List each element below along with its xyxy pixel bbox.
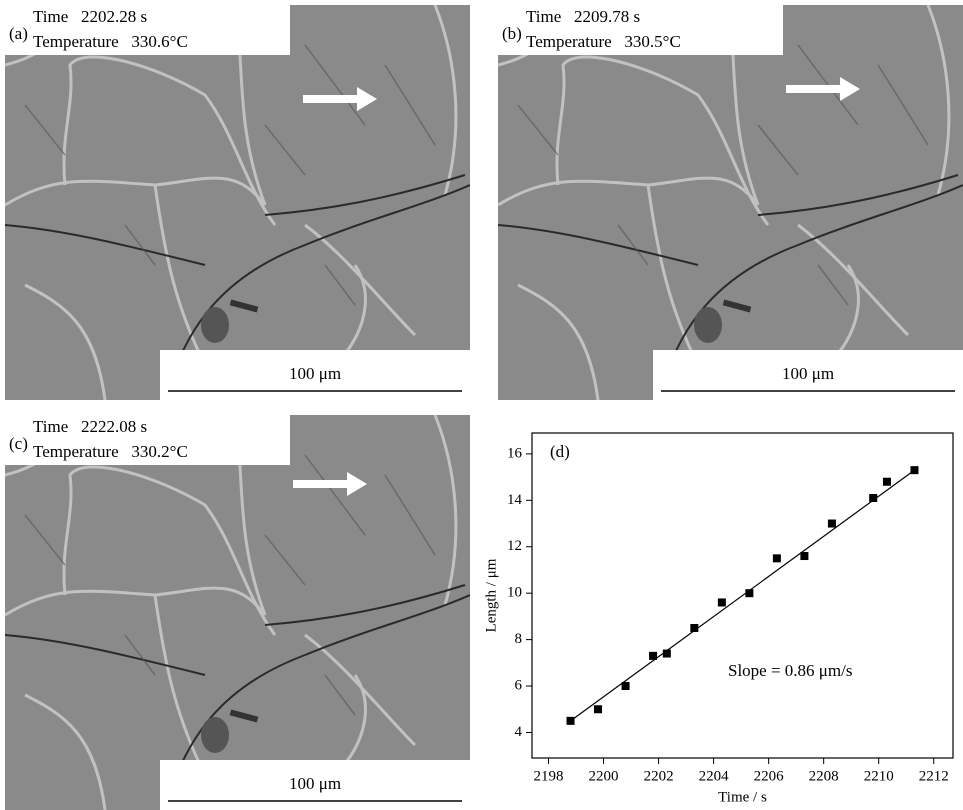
panel-label: (b) [502,24,522,43]
data-point [649,652,657,660]
data-point [828,520,836,528]
data-point [745,589,753,597]
x-tick-label: 2210 [864,768,894,784]
x-tick-label: 2204 [699,768,730,784]
data-point [800,552,808,560]
data-point [869,494,877,502]
x-tick-label: 2206 [754,768,785,784]
scale-label: 100 μm [289,774,341,793]
scale-label: 100 μm [782,364,834,383]
micrograph [498,5,963,400]
x-tick-label: 2202 [644,768,674,784]
micrograph-panel: (b)Time 2209.78 s Temperature 330.5°C 100 … [498,5,963,400]
time-label: Time 2202.28 s [33,7,147,26]
y-tick-label: 6 [515,677,523,693]
panel-label: (a) [9,24,28,43]
scale-label: 100 μm [289,364,341,383]
y-tick-label: 12 [507,538,522,554]
y-tick-label: 8 [515,631,523,647]
x-tick-label: 2200 [589,768,619,784]
data-point [883,478,891,486]
data-point [718,598,726,606]
data-point [910,466,918,474]
y-axis-label: Length / μm [483,558,499,632]
temperature-label: Temperature 330.2°C [33,442,188,461]
y-tick-label: 14 [507,492,523,508]
annotation: Slope = 0.86 μm/s [728,661,853,680]
micrograph [5,5,470,400]
y-tick-label: 4 [515,724,523,740]
y-tick-label: 16 [507,445,523,461]
panel-label: (c) [9,434,28,453]
x-tick-label: 2208 [809,768,839,784]
figure: (a) Time 2202.28 s Temperature 330.6°C 100 … [0,0,963,810]
time-label: Time 2222.08 s [33,417,147,436]
temperature-label: Temperature 330.6°C [33,32,188,51]
data-point [622,682,630,690]
data-point [690,624,698,632]
data-point [663,650,671,658]
data-point [594,705,602,713]
x-tick-label: 2198 [534,768,564,784]
panel-label: (d) [550,442,570,461]
data-point [567,717,575,725]
time-label: Time 2209.78 s [526,7,640,26]
x-axis-label: Time / s [718,789,767,805]
x-tick-label: 2212 [919,768,949,784]
y-tick-label: 10 [507,585,522,601]
micrograph-panel: (c) Time 2222.08 s Temperature 330.2°C 100 … [5,415,470,810]
data-point [773,554,781,562]
micrograph-panel: (a) Time 2202.28 s Temperature 330.6°C 100 … [5,5,470,400]
temperature-label: Temperature 330.5°C [526,32,681,51]
micrograph [5,415,470,810]
